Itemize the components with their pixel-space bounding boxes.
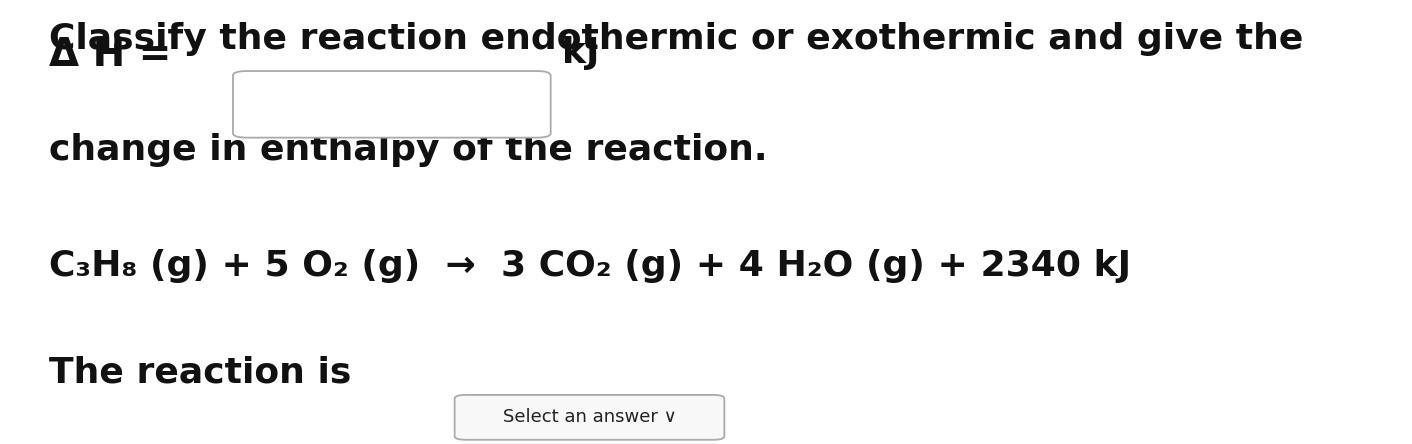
FancyBboxPatch shape	[233, 71, 551, 138]
Text: The reaction is: The reaction is	[49, 355, 352, 389]
Text: Classify the reaction endothermic or exothermic and give the: Classify the reaction endothermic or exo…	[49, 22, 1303, 56]
Text: kJ: kJ	[562, 36, 600, 70]
Text: Select an answer ∨: Select an answer ∨	[503, 408, 676, 426]
Text: Δ H =: Δ H =	[49, 36, 172, 74]
Text: change in enthalpy of the reaction.: change in enthalpy of the reaction.	[49, 133, 768, 167]
Text: C₃H₈ (g) + 5 O₂ (g)  →  3 CO₂ (g) + 4 H₂O (g) + 2340 kJ: C₃H₈ (g) + 5 O₂ (g) → 3 CO₂ (g) + 4 H₂O …	[49, 249, 1131, 283]
FancyBboxPatch shape	[455, 395, 724, 440]
